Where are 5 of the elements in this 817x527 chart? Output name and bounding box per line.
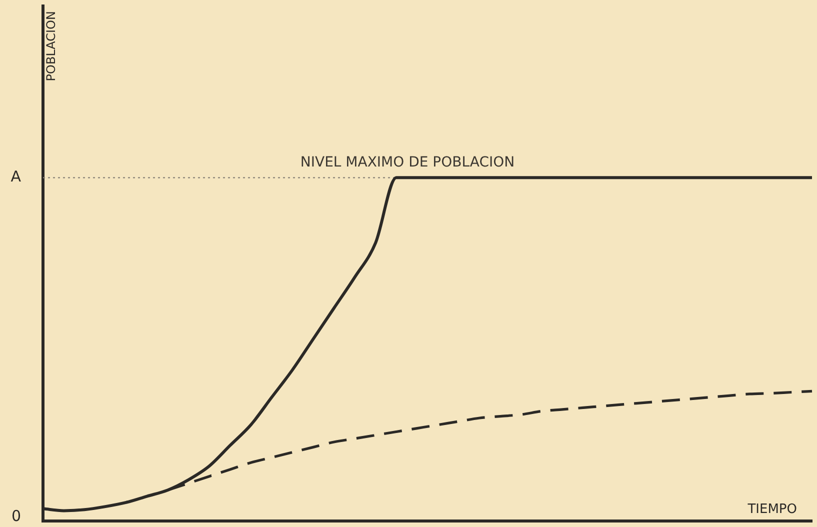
text: A xyxy=(10,168,22,186)
ref-line-label: NIVEL MAXIMO DE POBLACION xyxy=(300,154,515,170)
text: 0 xyxy=(11,506,21,525)
x-axis-title: TIEMPO xyxy=(746,502,797,517)
text: POBLACION xyxy=(44,11,58,82)
